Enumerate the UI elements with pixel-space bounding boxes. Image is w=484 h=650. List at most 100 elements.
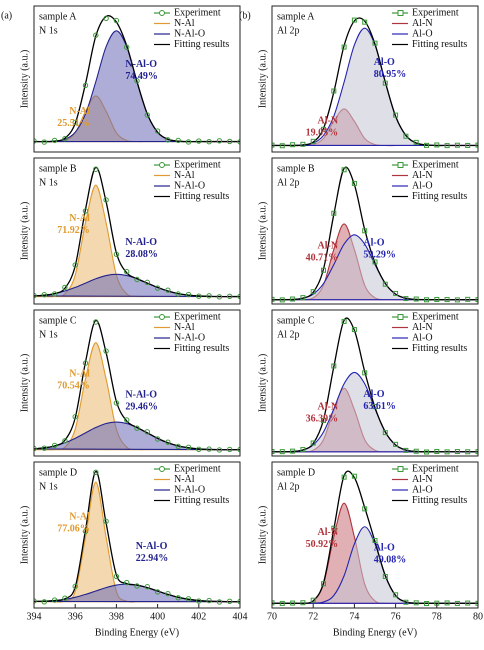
legend-label: Al-O	[412, 484, 433, 495]
data-point	[154, 285, 161, 291]
data-point	[454, 449, 460, 455]
data-point	[279, 297, 285, 303]
data-point	[41, 139, 47, 145]
data-point	[475, 600, 478, 606]
data-point	[51, 137, 58, 144]
data-point	[331, 525, 337, 531]
data-point	[103, 15, 109, 22]
x-tick-label: 80	[473, 611, 483, 622]
data-point	[93, 32, 99, 38]
data-point	[82, 82, 89, 89]
fit-line	[34, 166, 240, 298]
data-point	[465, 296, 471, 302]
fit-line	[272, 470, 478, 605]
data-point	[93, 166, 99, 172]
peak-annotation: N-Al	[69, 106, 90, 117]
data-point	[475, 449, 478, 455]
legend-label: N-Al	[174, 322, 195, 333]
data-point	[34, 445, 37, 452]
peak-annotation: N-Al	[69, 369, 90, 380]
data-point	[103, 197, 109, 203]
data-point	[93, 469, 99, 476]
fit-line	[272, 17, 478, 147]
data-point	[475, 297, 478, 303]
data-point	[185, 444, 192, 451]
data-point	[310, 597, 316, 603]
peak-annotation: 74.49%	[125, 71, 157, 82]
data-point	[351, 17, 357, 23]
peak-annotation: Al-N	[318, 527, 339, 538]
data-point	[300, 295, 306, 301]
data-point	[165, 590, 171, 597]
data-point	[227, 293, 233, 300]
data-point	[382, 80, 388, 86]
peak-annotation: 25.51%	[57, 118, 90, 129]
x-tick-label: 78	[432, 611, 442, 622]
data-point	[403, 296, 409, 302]
data-point	[124, 44, 130, 50]
panel-title: sample A	[39, 11, 77, 22]
data-point	[62, 438, 68, 444]
peak-annotation: N-Al	[69, 512, 90, 523]
legend-marker	[159, 314, 165, 320]
data-point	[393, 592, 399, 598]
legend-label: N-Al-O	[174, 28, 205, 39]
data-point	[351, 327, 357, 333]
y-axis-label: Intensity (a.u.)	[19, 202, 30, 261]
data-point	[206, 139, 212, 145]
data-point	[113, 400, 120, 406]
x-tick-label: 396	[68, 611, 83, 622]
data-point	[196, 138, 202, 144]
data-point	[165, 137, 171, 143]
data-point	[351, 473, 357, 479]
legend-label: Experiment	[174, 7, 221, 18]
data-point	[144, 112, 151, 118]
panel-title: sample D	[39, 467, 77, 478]
fit-line	[272, 317, 478, 453]
data-point	[465, 449, 471, 455]
data-point	[444, 297, 450, 303]
data-point	[454, 600, 460, 606]
data-point	[62, 136, 68, 142]
data-point	[134, 425, 140, 431]
legend-label: Fitting results	[412, 191, 467, 202]
panel-subtitle: Al 2p	[277, 329, 300, 340]
data-point	[82, 208, 89, 214]
x-tick-label: 72	[308, 611, 318, 622]
panel-subtitle: N 1s	[39, 329, 58, 340]
panel-title: sample B	[277, 163, 315, 174]
data-point	[372, 259, 378, 265]
peak-annotation: 80.95%	[374, 69, 407, 80]
plot-area	[34, 166, 240, 300]
data-point	[372, 538, 378, 544]
data-point	[465, 142, 471, 148]
data-point	[372, 40, 378, 46]
data-point	[444, 143, 450, 149]
data-point	[134, 78, 140, 84]
data-point	[206, 293, 212, 299]
data-point	[403, 447, 409, 453]
plot-area	[272, 166, 478, 303]
data-point	[185, 291, 192, 298]
panel-subtitle: N 1s	[39, 25, 58, 36]
peak-annotation: 59.29%	[363, 249, 396, 260]
data-point	[321, 418, 326, 424]
data-point	[362, 19, 368, 25]
legend-marker	[397, 162, 404, 168]
data-point	[124, 579, 130, 586]
data-point	[113, 17, 120, 24]
y-axis-label: Intensity (a.u.)	[257, 354, 268, 413]
panel-subtitle: N 1s	[39, 481, 58, 492]
data-point	[165, 439, 171, 445]
data-point	[124, 269, 130, 275]
peak-annotation: N-Al-O	[136, 541, 168, 552]
data-point	[341, 474, 347, 480]
panel-frame	[271, 157, 479, 305]
panel-label: (a)	[1, 10, 12, 21]
data-point	[424, 601, 429, 607]
peak-annotation: 22.94%	[136, 553, 169, 564]
fit-line	[272, 166, 478, 301]
legend-label: Fitting results	[412, 343, 467, 354]
data-point	[175, 137, 181, 144]
